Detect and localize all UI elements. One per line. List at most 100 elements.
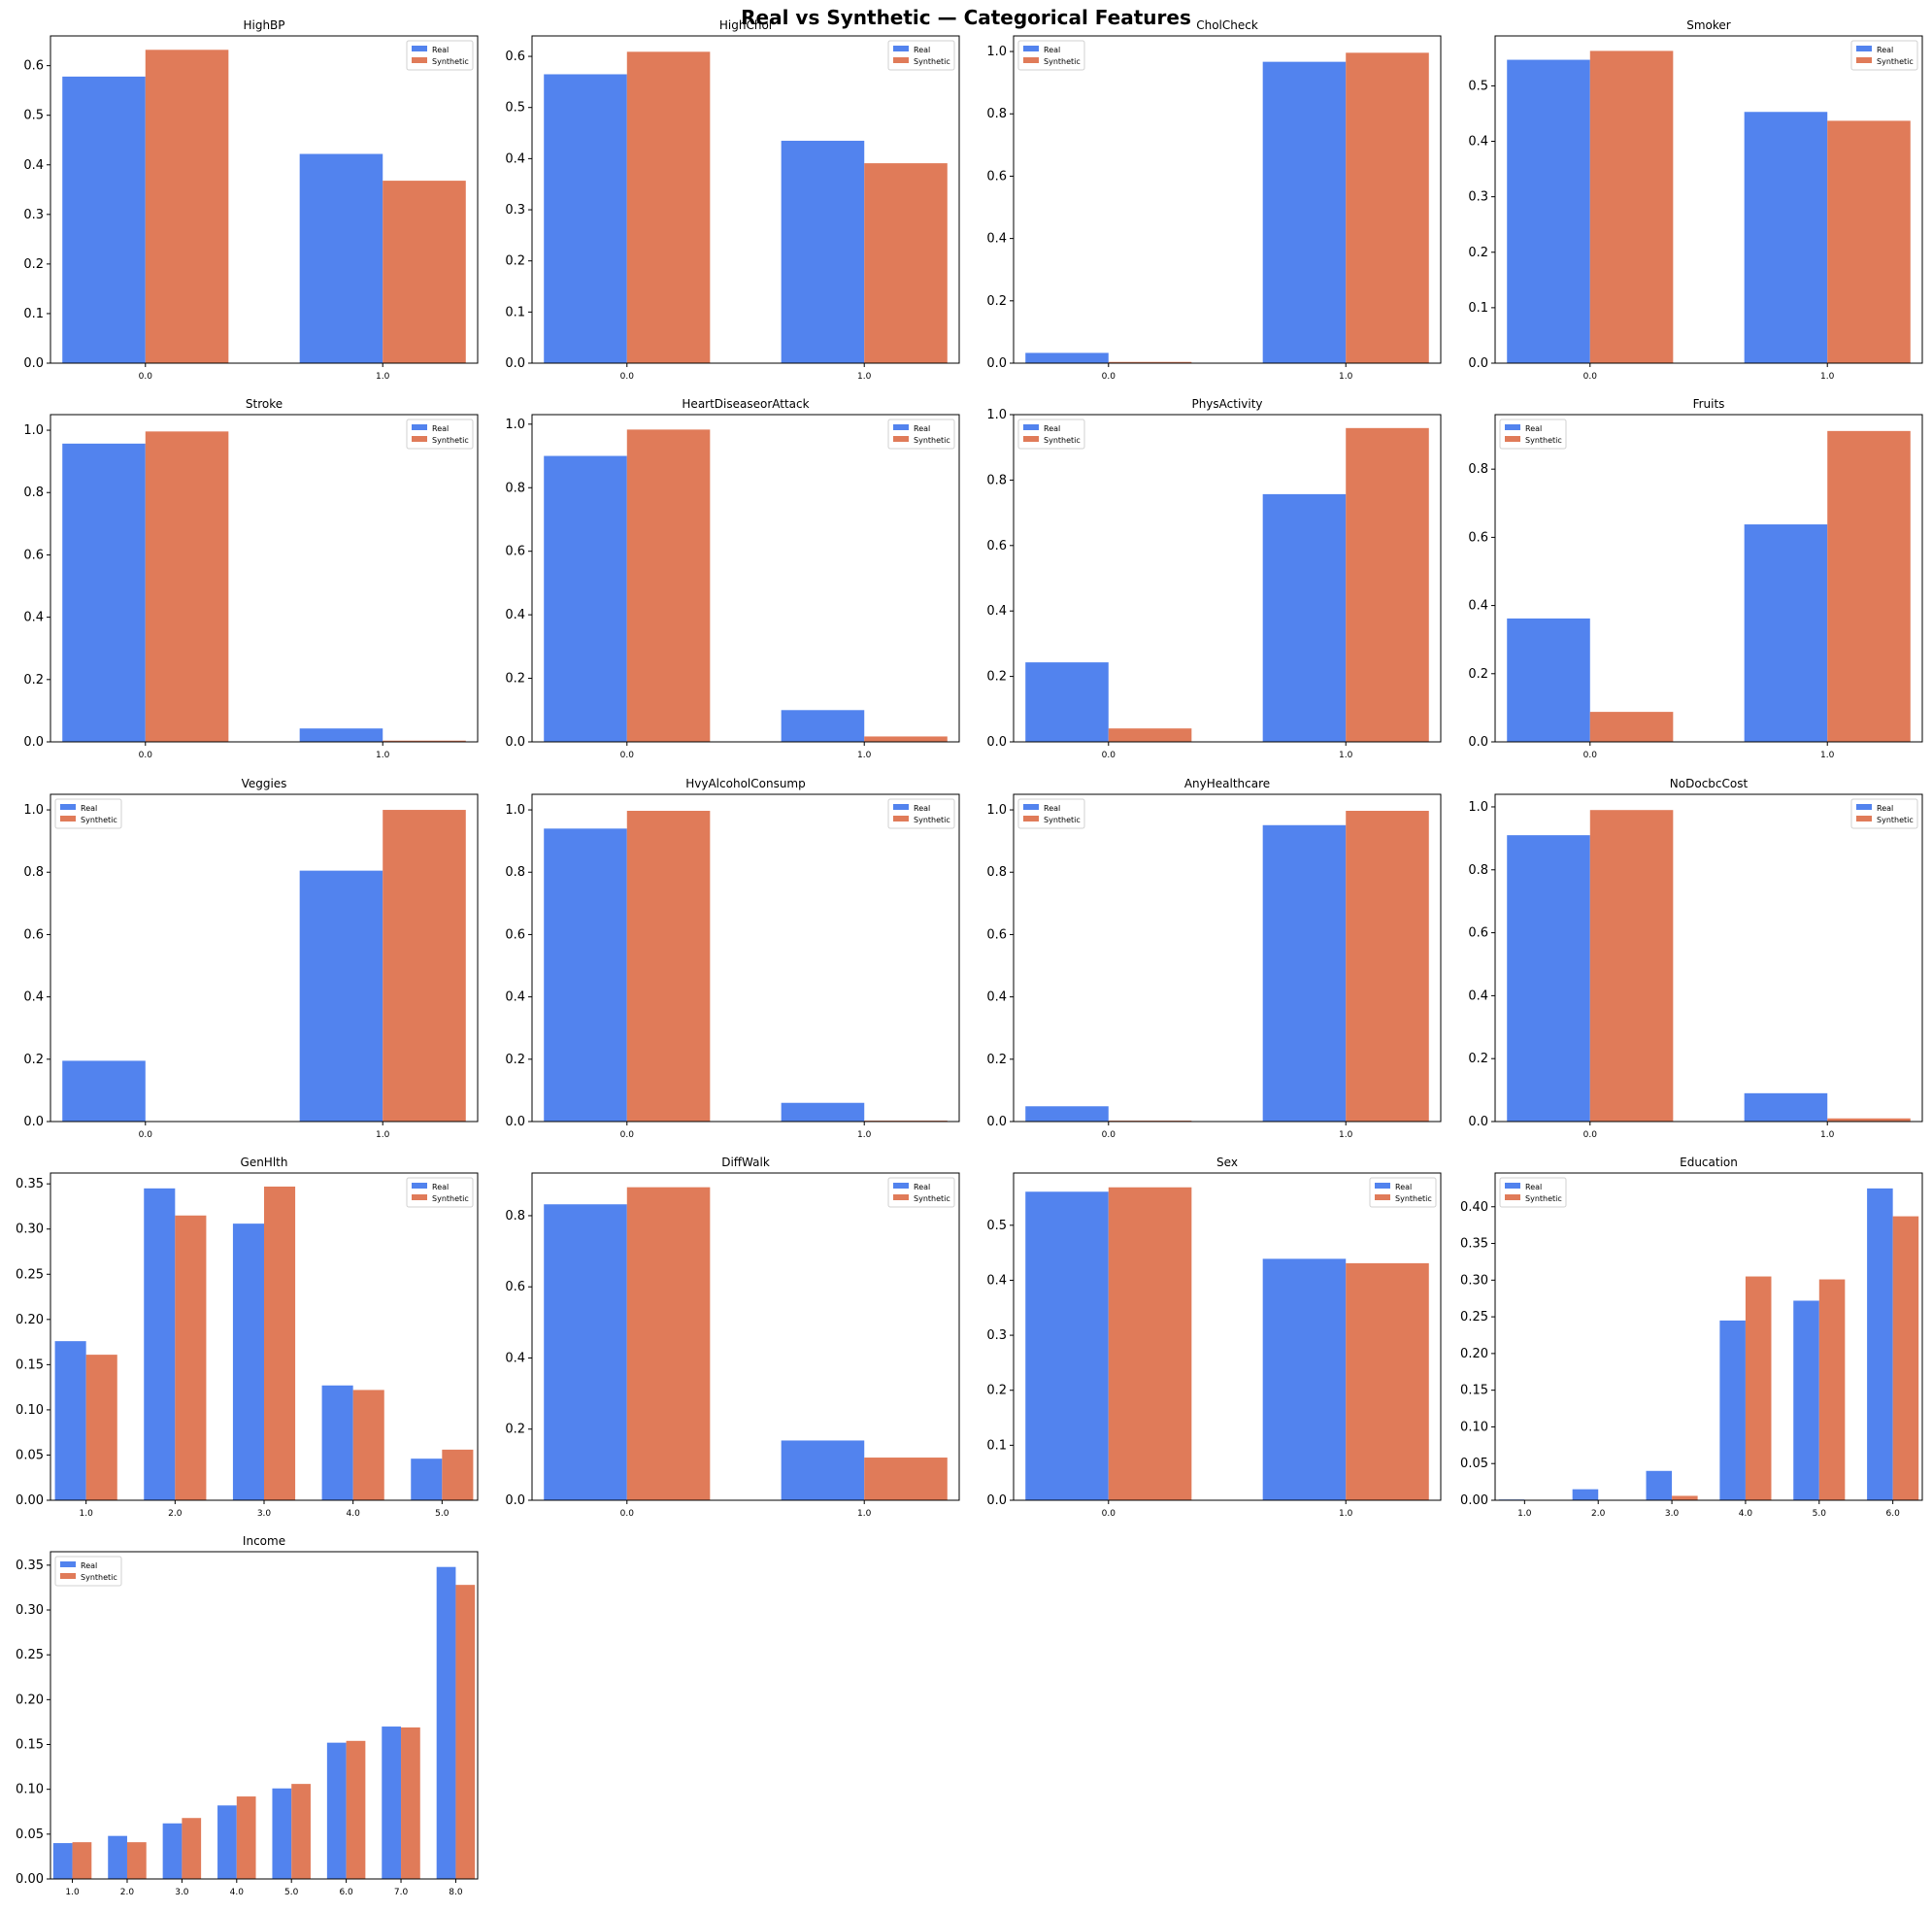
y-tick-label: 0.2 [23,257,44,272]
y-tick-label: 0.35 [16,1177,44,1191]
legend-label-real: Real [432,46,449,54]
legend-label-real: Real [81,1561,97,1570]
bar-real-0.0 [1025,662,1109,742]
subplot-HighBP: HighBP 0.0 0.1 0.2 0.3 0.4 0.5 0.6 0.0 1.0 Real Syn… [23,18,479,382]
bar-real-3.0 [162,1823,183,1879]
bar-real-1.0 [54,1341,86,1500]
bar-real-3.0 [232,1224,264,1500]
bar-real-1.0 [1744,112,1828,363]
x-tick-label: 0.0 [1583,751,1598,760]
legend-swatch-synthetic [893,57,909,63]
x-tick-label: 4.0 [1739,1509,1753,1519]
legend-label-synthetic: Synthetic [1877,57,1914,66]
y-tick-label: 0.2 [1468,667,1488,682]
y-tick-label: 0.4 [505,151,525,166]
axes-frame [1494,793,1923,1123]
y-tick-label: 0.8 [505,1209,525,1224]
y-tick-label: 1.0 [1468,800,1488,815]
y-tick-label: 0.4 [986,990,1007,1005]
x-tick-label: 0.0 [620,751,635,760]
y-tick-label: 0.40 [1460,1200,1488,1215]
legend-label-synthetic: Synthetic [1877,816,1914,824]
y-tick-label: 0.6 [986,927,1007,942]
legend-swatch-real [1023,424,1039,430]
y-tick-label: 0.6 [23,548,44,562]
legend-label-real: Real [432,424,449,433]
x-tick-label: 5.0 [284,1888,299,1897]
legend: Real Synthetic [54,1556,122,1587]
y-tick-label: 0.0 [1468,735,1488,750]
x-tick-label: 1.0 [857,751,872,760]
y-tick-label: 0.05 [1460,1457,1488,1471]
x-tick-label: 0.0 [139,1130,153,1140]
bar-synthetic-3.0 [182,1818,202,1879]
legend-swatch-synthetic [1375,1194,1390,1200]
y-tick-label: 0.2 [23,673,44,687]
y-tick-label: 0.2 [505,672,525,687]
y-tick-label: 0.4 [986,232,1007,247]
legend-label-synthetic: Synthetic [1395,1194,1432,1203]
y-tick-label: 0.35 [16,1559,44,1573]
legend-swatch-real [60,1561,76,1567]
bar-real-0.0 [62,443,146,742]
subplot-Fruits: Fruits 0.0 0.2 0.4 0.6 0.8 0.0 1.0 Real Synthetic [1468,397,1923,760]
y-tick-label: 0.8 [986,107,1007,121]
bar-real-0.0 [544,828,627,1122]
y-tick-label: 0.20 [16,1693,44,1707]
x-tick-label: 0.0 [139,372,153,382]
x-tick-label: 3.0 [257,1509,272,1519]
bar-real-1.0 [1744,1092,1828,1122]
subplot-title: Stroke [246,397,283,411]
subplot-Sex: Sex 0.0 0.1 0.2 0.3 0.4 0.5 0.0 1.0 Real Synthetic [986,1156,1442,1519]
bar-real-0.0 [1025,1191,1109,1500]
y-tick-label: 0.2 [986,1384,1007,1398]
legend-label-synthetic: Synthetic [1044,57,1081,66]
bar-synthetic-6.0 [1892,1216,1919,1500]
y-tick-label: 0.0 [505,1493,525,1508]
x-tick-label: 3.0 [1665,1509,1680,1519]
x-tick-label: 0.0 [620,1509,635,1519]
x-tick-label: 2.0 [1591,1509,1606,1519]
bar-real-1.0 [52,1843,73,1879]
bar-synthetic-2.0 [126,1842,147,1879]
x-tick-label: 0.0 [139,751,153,760]
legend-label-real: Real [1395,1183,1412,1191]
axes-frame [50,1172,479,1501]
subplot-HvyAlcoholConsump: HvyAlcoholConsump 0.0 0.2 0.4 0.6 0.8 1.0 0.0 1.… [505,777,960,1140]
x-tick-label: 1.0 [376,1130,390,1140]
x-tick-label: 4.0 [347,1509,361,1519]
y-tick-label: 0.6 [505,545,525,559]
x-tick-label: 3.0 [175,1888,189,1897]
legend-swatch-synthetic [1856,816,1872,821]
bar-real-1.0 [1744,524,1828,742]
y-tick-label: 0.1 [1468,301,1488,316]
bar-synthetic-1.0 [72,1842,92,1879]
subplot-title: NoDocbcCost [1670,777,1749,790]
subplot-title: CholCheck [1196,18,1258,32]
legend-swatch-synthetic [1023,436,1039,442]
x-tick-label: 5.0 [435,1509,450,1519]
legend: Real Synthetic [406,419,474,450]
legend-swatch-real [412,46,427,51]
y-tick-label: 0.8 [505,481,525,495]
axes-frame [1494,35,1923,364]
bar-real-4.0 [217,1805,237,1879]
bar-synthetic-1.0 [1827,120,1911,363]
bar-real-1.0 [1262,61,1347,363]
x-tick-label: 1.0 [857,1509,872,1519]
y-tick-label: 1.0 [23,423,44,438]
subplot-HighChol: HighChol 0.0 0.1 0.2 0.3 0.4 0.5 0.6 0.0 1.0 Real S… [505,18,960,382]
y-tick-label: 0.6 [505,50,525,64]
axes-frame [50,414,479,743]
bar-synthetic-1.0 [1346,52,1429,363]
axes-frame [1013,414,1442,743]
y-tick-label: 0.3 [505,203,525,218]
axes-frame [531,793,960,1123]
x-tick-label: 5.0 [1813,1509,1827,1519]
subplot-title: HighBP [243,18,284,32]
subplot-title: AnyHealthcare [1184,777,1270,790]
bar-synthetic-3.0 [264,1186,296,1500]
bar-synthetic-1.0 [864,736,948,742]
y-tick-label: 1.0 [505,803,525,818]
